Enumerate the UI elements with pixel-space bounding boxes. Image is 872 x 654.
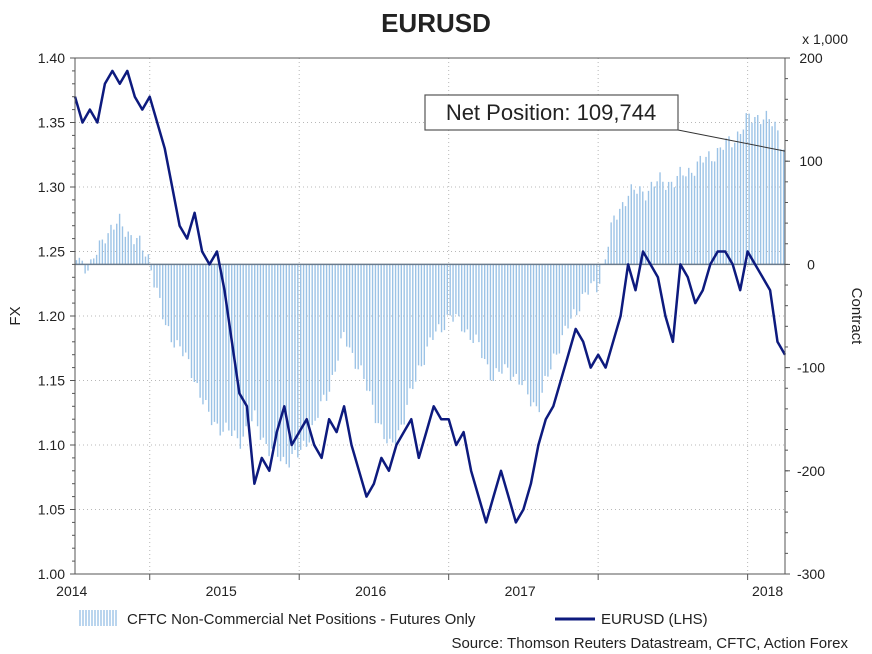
left-tick-label: 1.40 <box>38 50 65 66</box>
right-tick-label: 0 <box>807 256 815 272</box>
right-axis-ticks: 200 100 0 -100 -200 -300 <box>785 50 825 582</box>
left-tick-label: 1.30 <box>38 179 65 195</box>
left-tick-label: 1.00 <box>38 566 65 582</box>
left-tick-label: 1.20 <box>38 308 65 324</box>
left-axis-label: FX <box>7 306 24 325</box>
left-tick-label: 1.10 <box>38 437 65 453</box>
right-tick-label: -200 <box>797 463 825 479</box>
annotation-text: Net Position: 109,744 <box>446 100 656 125</box>
right-tick-label: 200 <box>799 50 823 66</box>
x-tick-label: 2018 <box>752 583 783 599</box>
right-tick-label: -300 <box>797 566 825 582</box>
legend: CFTC Non-Commercial Net Positions - Futu… <box>79 610 708 628</box>
annotation-box <box>424 94 679 131</box>
right-tick-label: -100 <box>797 360 825 376</box>
left-tick-label: 1.25 <box>38 244 65 260</box>
right-tick-label: 100 <box>799 153 823 169</box>
legend-label-line: EURUSD (LHS) <box>601 611 708 628</box>
eurusd-line <box>73 69 787 524</box>
right-axis-label: Contract <box>848 288 865 346</box>
chart-title: EURUSD <box>381 8 491 38</box>
x-axis-ticks: 2014 2015 2016 2017 2018 <box>56 574 783 599</box>
left-tick-label: 1.15 <box>38 373 65 389</box>
annotation: Net Position: 109,744 <box>424 94 786 152</box>
left-tick-label: 1.35 <box>38 115 65 131</box>
source-note: Source: Thomson Reuters Datastream, CFTC… <box>451 635 848 652</box>
legend-label-bars: CFTC Non-Commercial Net Positions - Futu… <box>127 611 476 628</box>
x-tick-label: 2016 <box>355 583 386 599</box>
x-tick-label: 2014 <box>56 583 87 599</box>
legend-bar-swatch <box>79 610 117 626</box>
net-position-bars <box>75 110 785 468</box>
left-tick-label: 1.05 <box>38 502 65 518</box>
right-axis-unit: x 1,000 <box>802 31 848 47</box>
x-tick-label: 2017 <box>505 583 536 599</box>
left-axis-ticks: 1.40 1.35 1.30 1.25 1.20 1.15 1.10 1.05 1.00 <box>38 50 75 582</box>
annotation-leader <box>677 129 786 152</box>
x-tick-label: 2015 <box>206 583 237 599</box>
